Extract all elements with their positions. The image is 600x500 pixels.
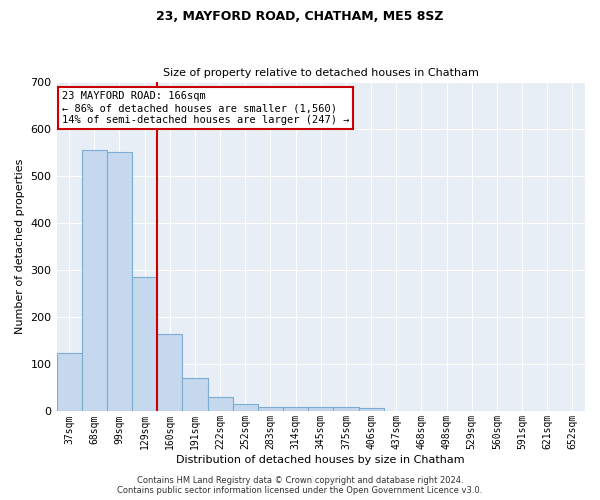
Bar	[233, 404, 258, 411]
Bar	[258, 406, 283, 412]
Bar	[359, 408, 383, 412]
Text: 23, MAYFORD ROAD, CHATHAM, ME5 8SZ: 23, MAYFORD ROAD, CHATHAM, ME5 8SZ	[156, 10, 444, 23]
Bar	[157, 334, 182, 411]
Bar	[308, 406, 334, 412]
X-axis label: Distribution of detached houses by size in Chatham: Distribution of detached houses by size …	[176, 455, 465, 465]
Bar	[132, 277, 157, 411]
Bar	[334, 406, 359, 412]
Bar	[283, 406, 308, 412]
Bar	[107, 152, 132, 411]
Bar	[56, 352, 82, 412]
Bar	[82, 150, 107, 411]
Text: 23 MAYFORD ROAD: 166sqm
← 86% of detached houses are smaller (1,560)
14% of semi: 23 MAYFORD ROAD: 166sqm ← 86% of detache…	[62, 92, 349, 124]
Text: Contains HM Land Registry data © Crown copyright and database right 2024.
Contai: Contains HM Land Registry data © Crown c…	[118, 476, 482, 495]
Y-axis label: Number of detached properties: Number of detached properties	[15, 159, 25, 334]
Bar	[208, 398, 233, 411]
Bar	[182, 378, 208, 412]
Title: Size of property relative to detached houses in Chatham: Size of property relative to detached ho…	[163, 68, 479, 78]
